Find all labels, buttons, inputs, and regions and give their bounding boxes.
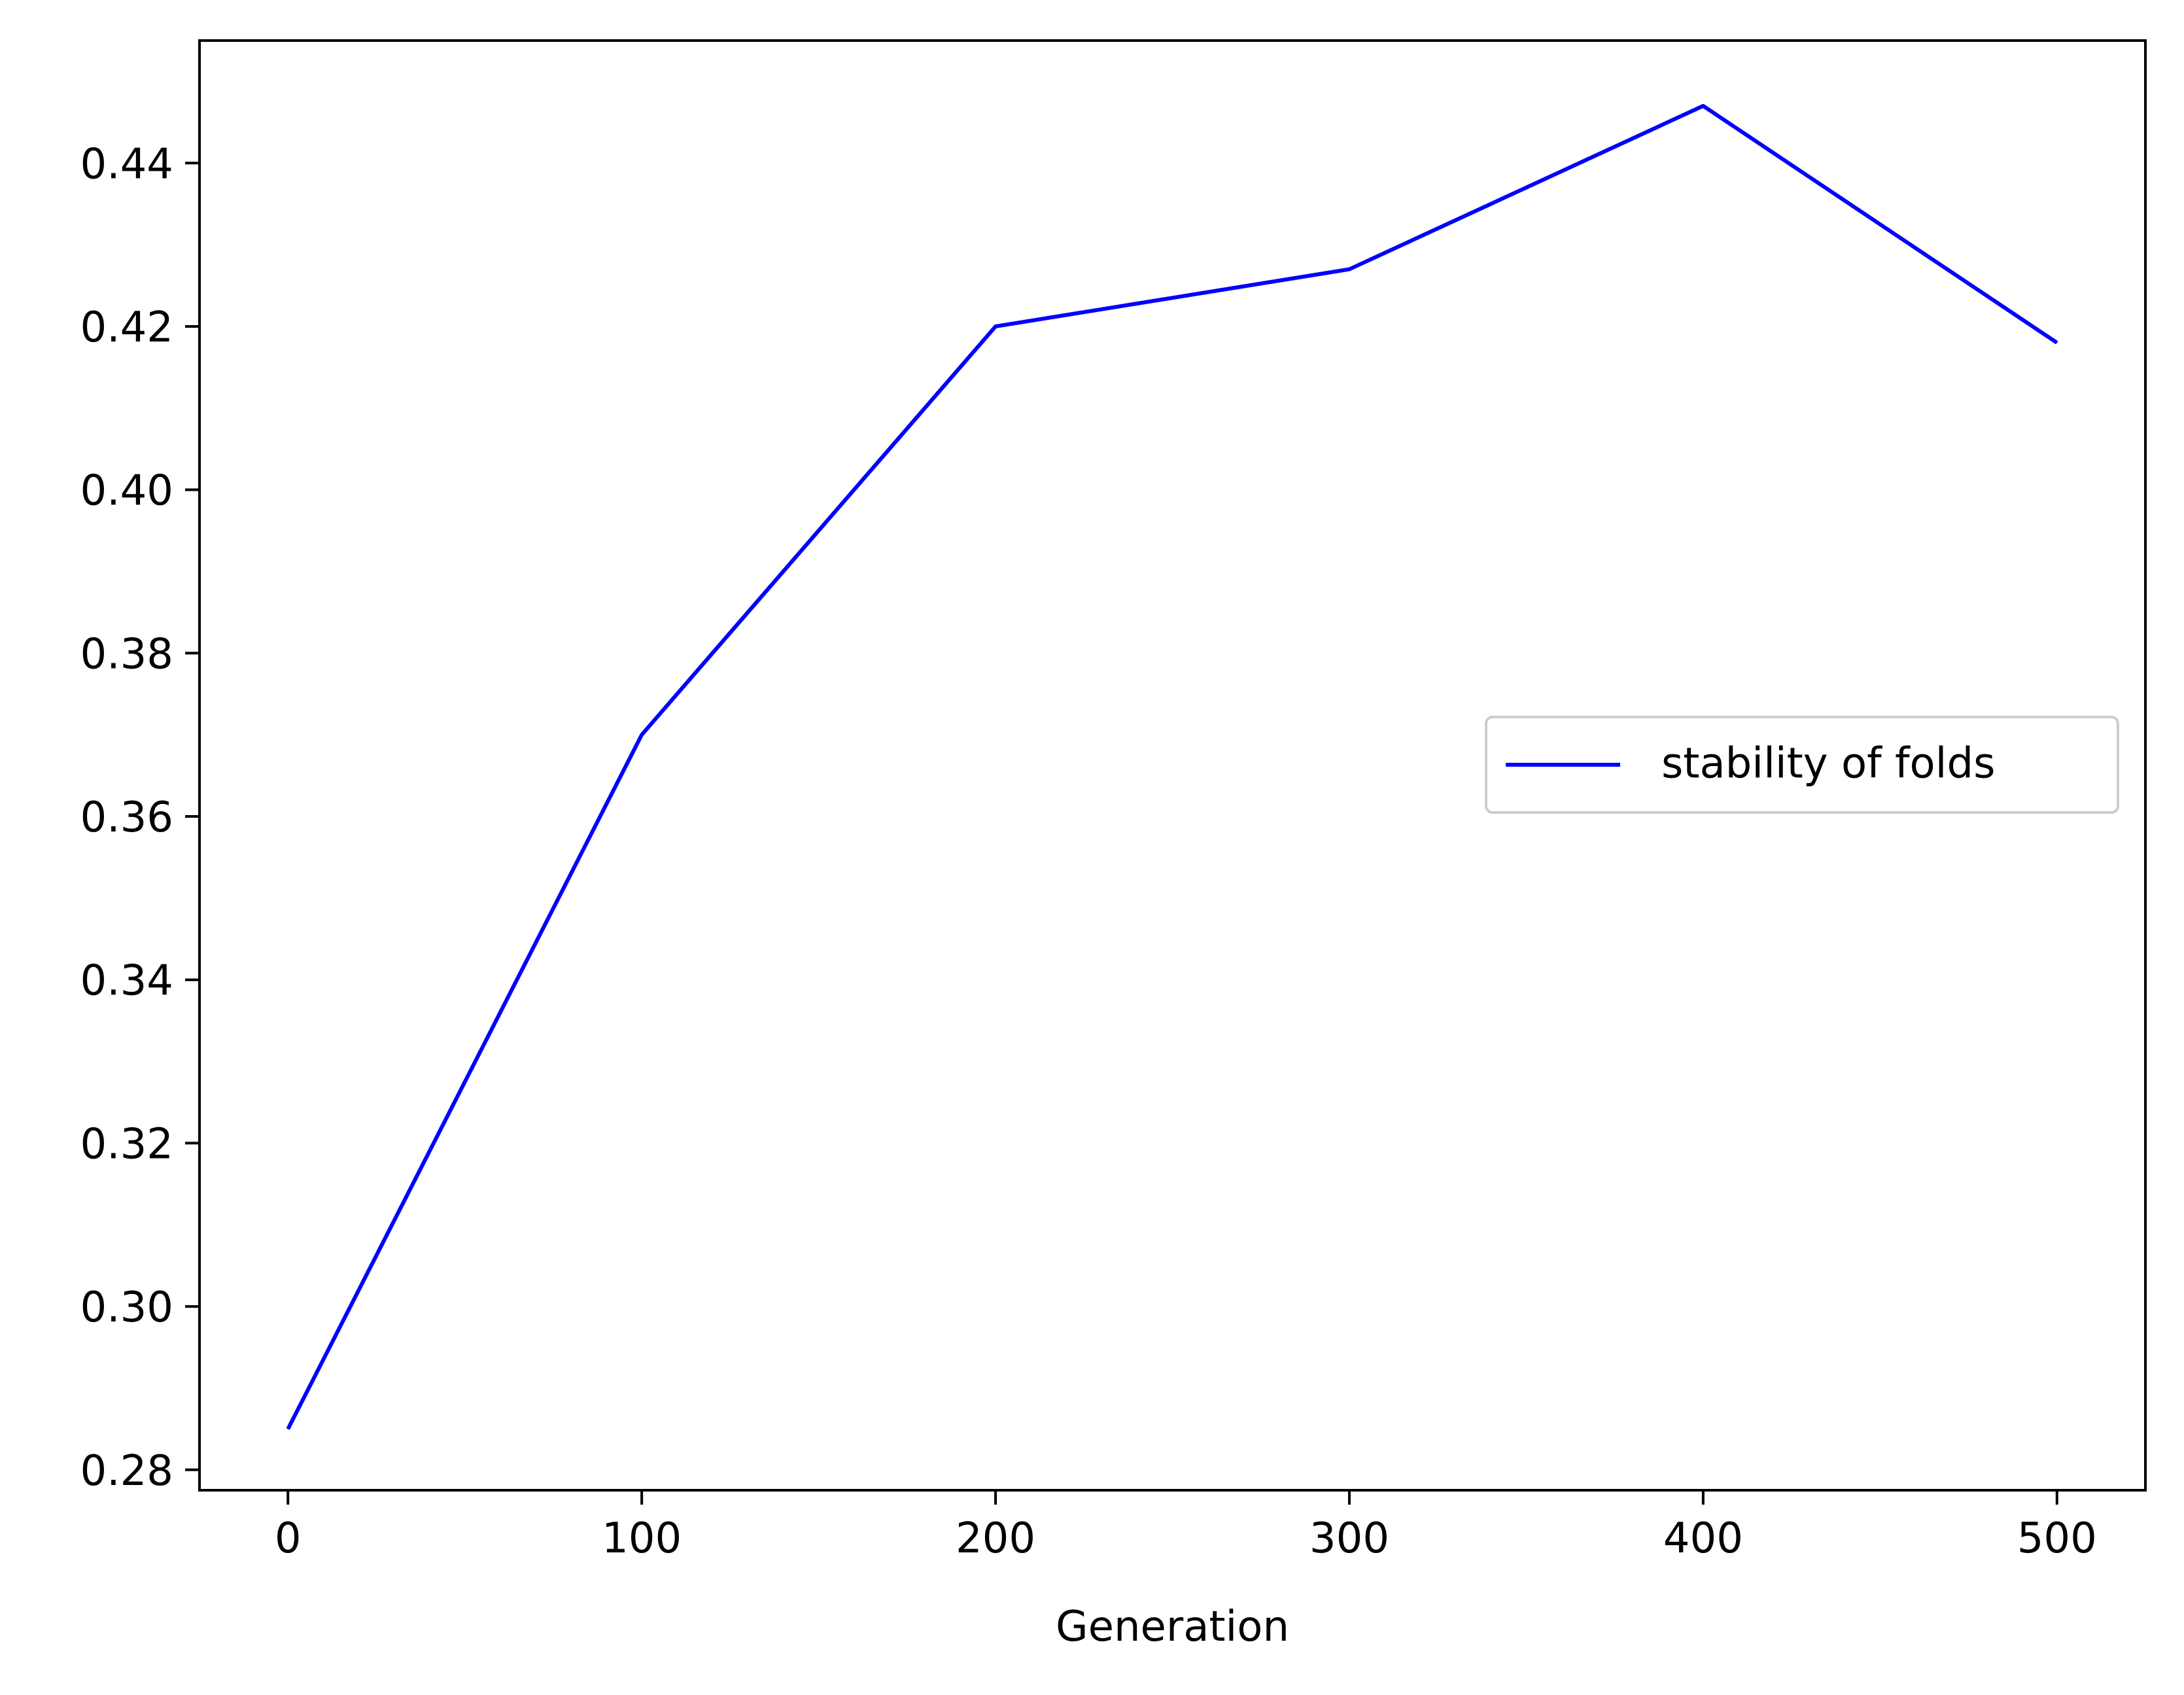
x-axis: 0 100 200 300 400 500 — [275, 1490, 2097, 1563]
data-point — [2056, 342, 2058, 343]
y-tick-label: 0.38 — [80, 630, 174, 678]
x-tick-label: 300 — [1309, 1514, 1389, 1563]
x-tick-label: 500 — [2017, 1514, 2097, 1563]
y-tick-label: 0.42 — [80, 304, 174, 352]
axes-frame — [198, 39, 2147, 1492]
x-tick-label: 200 — [956, 1514, 1035, 1563]
legend: stability of folds — [1485, 716, 2119, 814]
series-line-stability-of-folds — [286, 103, 2058, 1430]
legend-box — [1485, 716, 2119, 814]
x-axis-title: Generation — [1056, 1603, 1289, 1651]
x-tick-label: 0 — [275, 1514, 302, 1563]
y-tick-label: 0.36 — [80, 794, 174, 842]
y-tick-label: 0.34 — [80, 957, 174, 1005]
plot-content — [286, 103, 2058, 1430]
x-tick-label: 100 — [602, 1514, 682, 1563]
y-axis: 0.28 0.30 0.32 0.34 0.36 0.38 0.40 0.42 0.44 — [80, 140, 199, 1495]
y-tick-label: 0.30 — [80, 1284, 174, 1332]
y-tick-label: 0.28 — [80, 1447, 174, 1495]
y-tick-label: 0.40 — [80, 467, 174, 515]
y-tick-label: 0.44 — [80, 140, 174, 188]
x-tick-label: 400 — [1663, 1514, 1743, 1563]
y-tick-label: 0.32 — [80, 1120, 174, 1168]
legend-label-stability-of-folds: stability of folds — [1661, 740, 1995, 788]
